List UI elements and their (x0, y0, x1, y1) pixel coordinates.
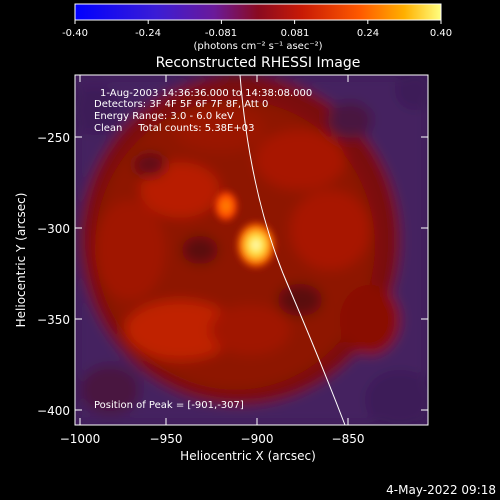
colorbar-frame (74, 3, 442, 21)
flux-map (75, 75, 428, 425)
colorbar-tick-label: 0.40 (430, 28, 452, 39)
y-axis-ticks (75, 136, 428, 411)
solar-limb (239, 75, 346, 425)
x-tick-label: −850 (332, 432, 365, 446)
colorbar-tick-label: 0.081 (281, 28, 310, 39)
y-tick-label: −350 (37, 313, 70, 327)
colorbar-gradient (75, 4, 441, 20)
x-axis-label: Heliocentric X (arcsec) (180, 449, 316, 463)
footer-timestamp: 4-May-2022 09:18 (386, 483, 496, 497)
colorbar-tick-label: -0.40 (62, 28, 88, 39)
colorbar-units: (photons cm⁻² s⁻¹ asec⁻²) (193, 41, 322, 52)
peak-source (234, 219, 278, 271)
x-tick-label: −1000 (60, 432, 101, 446)
plot-frame (74, 74, 429, 426)
observation-info: 1-Aug-2003 14:36:36.000 to 14:38:08.000 … (94, 88, 312, 134)
y-tick-label: −300 (37, 222, 70, 236)
info-detectors: Detectors: 3F 4F 5F 6F 7F 8F, Att 0 (94, 99, 268, 110)
secondary-source (212, 188, 240, 224)
x-axis-ticks (79, 75, 349, 425)
x-tick-label: −900 (241, 432, 274, 446)
info-energy-range: Energy Range: 3.0 - 6.0 keV (94, 111, 234, 122)
colorbar-tick-label: 0.24 (357, 28, 379, 39)
y-tick-label: −400 (37, 404, 70, 418)
colorbar-ticks (74, 20, 442, 24)
image-title: Reconstructed RHESSI Image (156, 55, 361, 71)
y-tick-label: −250 (37, 131, 70, 145)
info-clean-counts: Clean Total counts: 5.38E+03 (94, 123, 254, 134)
x-tick-label: −950 (150, 432, 183, 446)
info-time-range: 1-Aug-2003 14:36:36.000 to 14:38:08.000 (100, 88, 312, 99)
colorbar-tick-label: -0.081 (205, 28, 237, 39)
y-axis-label: Heliocentric Y (arcsec) (14, 193, 28, 328)
colorbar: -0.40 -0.24 -0.081 0.081 0.24 0.40 (phot… (62, 3, 452, 52)
colorbar-tick-label: -0.24 (135, 28, 161, 39)
peak-position-label: Position of Peak = [-901,-307] (94, 400, 244, 411)
